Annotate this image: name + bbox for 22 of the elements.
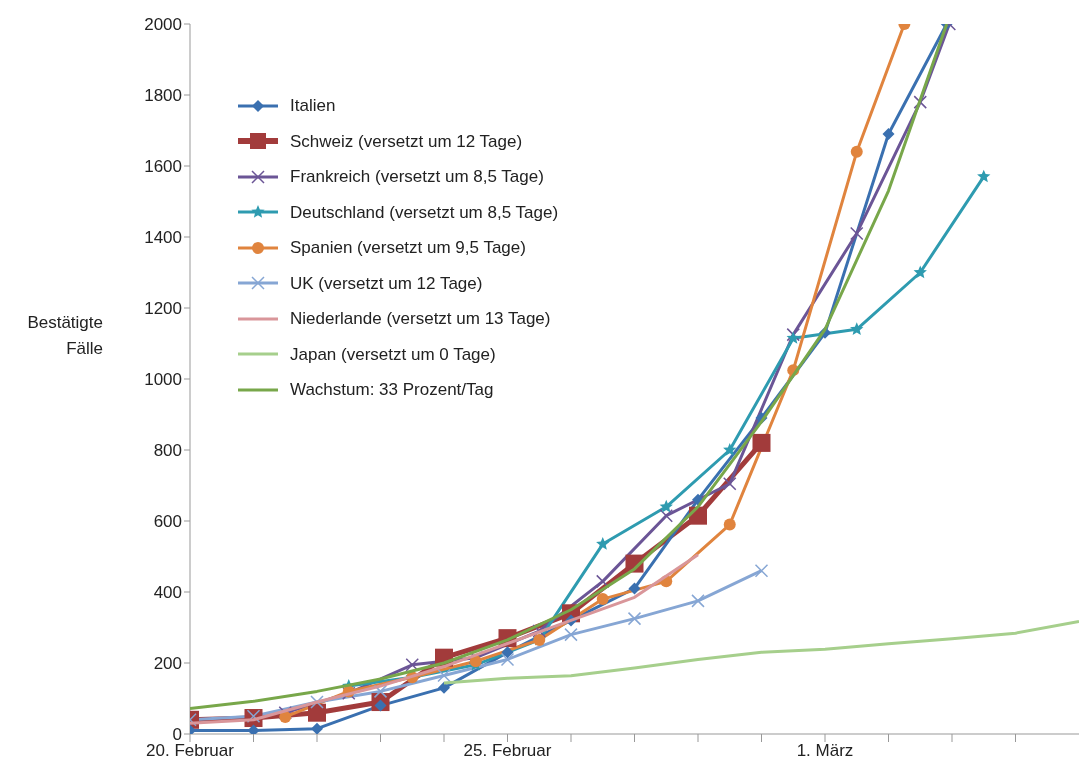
legend-label: Spanien (versetzt um 9,5 Tage) <box>290 237 526 259</box>
legend-label: Wachstum: 33 Prozent/Tag <box>290 379 494 401</box>
legend-label: Niederlande (versetzt um 13 Tage) <box>290 308 551 330</box>
x-tick-label: 25. Februar <box>463 741 552 761</box>
y-tick-label: 800 <box>153 441 182 461</box>
y-tick-label: 1400 <box>144 228 182 248</box>
legend-label: Japan (versetzt um 0 Tage) <box>290 343 496 366</box>
legend-label: Italien <box>290 95 336 117</box>
legend-label: Deutschland (versetzt um 8,5 Tage) <box>290 201 559 224</box>
y-tick-label: 200 <box>153 654 182 674</box>
y-tick-label: 400 <box>153 583 182 603</box>
y-tick-label: 1200 <box>144 299 182 319</box>
y-tick-label: 1600 <box>144 157 182 177</box>
y-tick-label: 600 <box>153 512 182 532</box>
y-tick-label: 1800 <box>144 86 182 106</box>
y-tick-label: 2000 <box>144 15 182 35</box>
legend-label: UK (versetzt um 12 Tage) <box>290 272 483 295</box>
legend-label: Frankreich (versetzt um 8,5 Tage) <box>290 166 544 188</box>
y-axis-title: Bestätigte Fälle <box>26 312 103 360</box>
legend-label: Schweiz (versetzt um 12 Tage) <box>290 130 523 153</box>
y-tick-label: 1000 <box>144 370 182 390</box>
x-tick-label: 1. März <box>796 741 854 761</box>
